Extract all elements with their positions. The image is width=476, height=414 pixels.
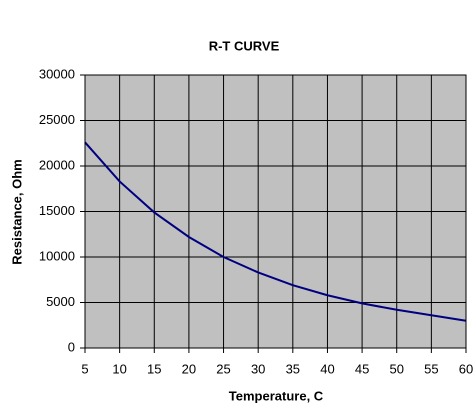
x-tick-label: 50 xyxy=(389,361,403,376)
x-tick-label: 45 xyxy=(355,361,369,376)
x-tick-label: 10 xyxy=(112,361,126,376)
x-axis-label: Temperature, C xyxy=(229,388,324,403)
y-tick-label: 20000 xyxy=(39,157,75,172)
x-tick-label: 30 xyxy=(251,361,265,376)
x-tick-label: 55 xyxy=(424,361,438,376)
y-tick-label: 30000 xyxy=(39,66,75,81)
x-tick-label: 25 xyxy=(216,361,230,376)
chart-title: R-T CURVE xyxy=(209,38,280,53)
y-tick-label: 5000 xyxy=(46,294,75,309)
x-tick-label: 5 xyxy=(81,361,88,376)
plot-border xyxy=(84,74,467,349)
y-tick-label: 0 xyxy=(68,339,75,354)
y-axis-label: Resistance, Ohm xyxy=(9,159,24,265)
x-tick-label: 40 xyxy=(320,361,334,376)
y-tick-label: 15000 xyxy=(39,203,75,218)
data-line xyxy=(84,141,467,322)
x-tick-label: 35 xyxy=(286,361,300,376)
x-tick-label: 60 xyxy=(459,361,473,376)
y-tick-label: 10000 xyxy=(39,248,75,263)
x-tick-label: 20 xyxy=(182,361,196,376)
y-tick-label: 25000 xyxy=(39,112,75,127)
x-tick-label: 15 xyxy=(147,361,161,376)
